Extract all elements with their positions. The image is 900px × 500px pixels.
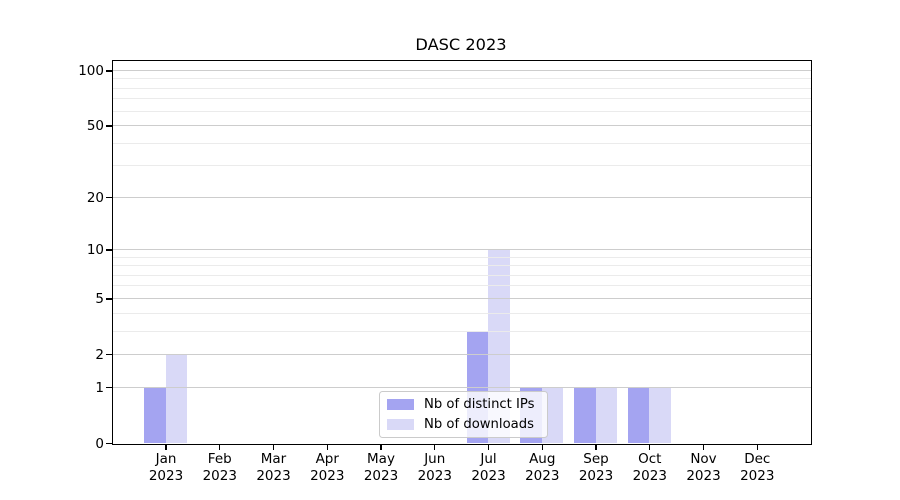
x-tick-mark (595, 444, 597, 450)
y-gridline-major (112, 386, 811, 388)
y-gridline-minor (112, 110, 811, 112)
y-tick-label: 0 (95, 435, 104, 452)
legend-label-downloads: Nb of downloads (424, 417, 534, 432)
y-tick-label: 50 (86, 118, 104, 135)
bar-downloads-sep (595, 387, 617, 443)
x-tick-mark (219, 444, 221, 450)
bar-distinct-ips-sep (574, 387, 596, 443)
y-gridline-major (112, 297, 811, 299)
x-tick-label: Aug 2023 (525, 451, 560, 484)
bar-downloads-oct (649, 387, 671, 443)
y-gridline-minor (112, 165, 811, 167)
x-tick-mark (487, 444, 490, 450)
y-tick-label: 1 (95, 379, 104, 396)
x-tick-mark (165, 444, 167, 450)
y-gridline-major (112, 353, 811, 355)
y-gridline-minor (112, 274, 811, 276)
x-tick-mark (756, 444, 758, 450)
y-tick-mark (106, 298, 112, 300)
y-tick-mark (106, 125, 112, 127)
x-tick-label: Apr 2023 (310, 451, 345, 484)
y-tick-label: 20 (86, 189, 104, 206)
x-tick-label: Jan 2023 (148, 451, 184, 484)
x-tick-label: Feb 2023 (202, 451, 237, 484)
y-tick-mark (106, 354, 112, 356)
legend-swatch-downloads (387, 419, 414, 430)
x-tick-mark (380, 444, 382, 450)
y-gridline-minor (112, 285, 811, 287)
y-gridline-minor (112, 256, 811, 258)
bar-distinct-ips-jan (144, 387, 166, 443)
legend-entry-downloads: Nb of downloads (387, 417, 547, 432)
x-tick-mark (649, 444, 651, 450)
y-gridline-major (112, 125, 811, 127)
x-tick-label: Mar 2023 (256, 451, 291, 484)
x-tick-mark (702, 444, 705, 450)
x-tick-label: Jun 2023 (417, 451, 452, 484)
y-tick-label: 10 (86, 241, 104, 258)
legend-swatch-distinct-ips (387, 399, 414, 410)
y-tick-mark (106, 386, 112, 389)
legend-entry-distinct-ips: Nb of distinct IPs (387, 397, 547, 412)
y-gridline-minor (112, 98, 811, 100)
x-tick-label: Jul 2023 (471, 451, 506, 484)
y-tick-mark (106, 70, 112, 72)
y-tick-mark (106, 249, 112, 251)
y-gridline-minor (112, 330, 811, 332)
y-gridline-major (112, 69, 811, 71)
y-tick-mark (106, 197, 112, 199)
y-gridline-minor (112, 265, 811, 267)
legend: Nb of distinct IPs Nb of downloads (379, 391, 548, 438)
bar-distinct-ips-oct (627, 387, 650, 443)
x-tick-label: Oct 2023 (632, 451, 667, 484)
y-tick-label: 2 (95, 346, 104, 363)
y-tick-label: 5 (95, 290, 104, 307)
y-tick-mark (106, 442, 112, 445)
x-tick-mark (272, 444, 275, 450)
x-tick-label: Dec 2023 (740, 451, 775, 484)
x-tick-mark (541, 444, 543, 450)
y-gridline-minor (112, 312, 811, 314)
x-tick-mark (434, 444, 436, 450)
y-gridline-minor (112, 142, 811, 144)
y-gridline-minor (112, 87, 811, 89)
x-tick-mark (326, 444, 328, 450)
y-tick-label: 100 (78, 62, 104, 79)
bar-downloads-jan (165, 354, 187, 443)
x-tick-label: Nov 2023 (686, 451, 721, 484)
y-gridline-major (112, 196, 811, 198)
y-gridline-major (112, 248, 811, 250)
legend-label-distinct-ips: Nb of distinct IPs (424, 397, 535, 412)
x-tick-label: May 2023 (363, 451, 399, 484)
chart-title: DASC 2023 (415, 35, 507, 54)
x-tick-label: Sep 2023 (578, 451, 614, 484)
plot-area (111, 59, 812, 445)
y-gridline-minor (112, 78, 811, 80)
